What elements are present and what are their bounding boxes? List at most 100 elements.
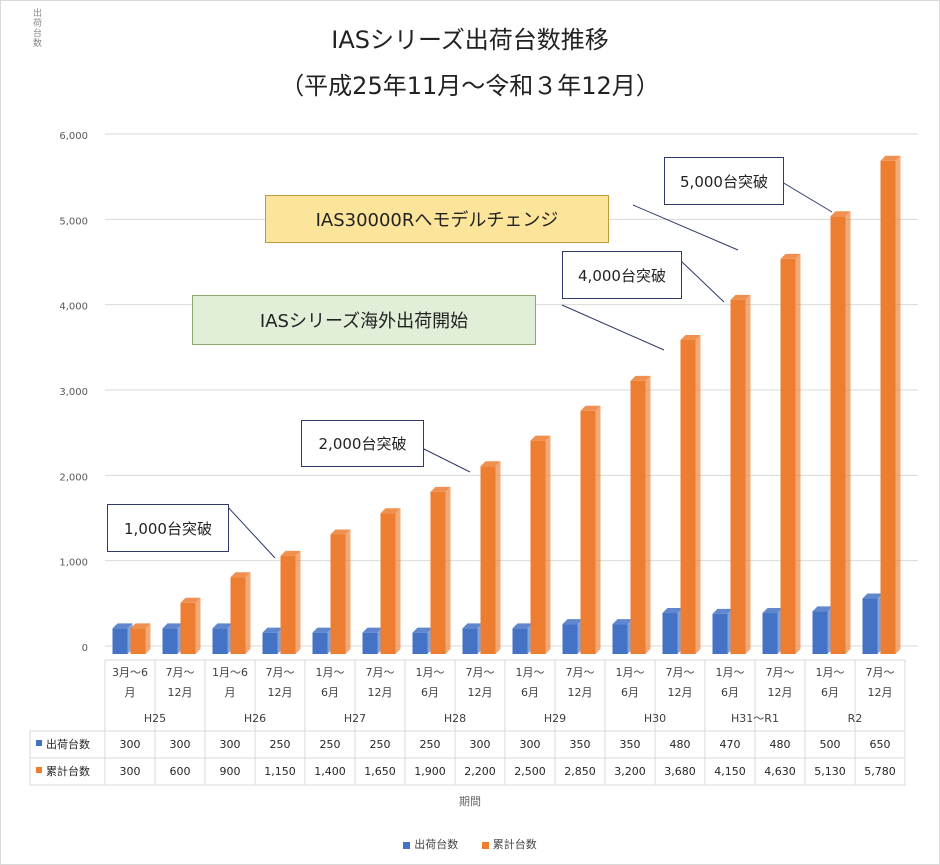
bar-cumulative-top [680, 334, 701, 340]
data-label-cumulative: 1,150 [264, 765, 296, 778]
bar-cumulative-top [780, 253, 801, 259]
bar-cumulative [680, 339, 696, 654]
data-label-shipments: 470 [720, 738, 741, 751]
bar-shipments-top [562, 619, 583, 625]
bar-cumulative-side [345, 529, 351, 654]
table-row-header-cumulative: 累計台数 [46, 764, 90, 778]
bar-shipments-top [212, 623, 233, 629]
y-tick-label: 5,000 [59, 216, 88, 227]
table-swatch-cumulative [36, 767, 42, 773]
bar-cumulative-top [280, 550, 301, 556]
x-category-label: 7月～ [666, 666, 695, 679]
x-category-label: 月 [225, 686, 236, 699]
data-label-cumulative: 2,850 [564, 765, 596, 778]
bar-cumulative-top [330, 529, 351, 535]
chart-title: IASシリーズ出荷台数推移 [331, 26, 609, 54]
bar-cumulative-side [795, 253, 801, 654]
x-category-label: 6月 [321, 686, 339, 699]
data-label-shipments: 500 [820, 738, 841, 751]
x-group-label: H27 [344, 712, 366, 725]
x-category-label: 12月 [768, 686, 793, 699]
legend-item-cumulative: 累計台数 [481, 838, 537, 851]
callout-leader [225, 504, 276, 559]
bar-shipments [362, 632, 378, 654]
data-label-shipments: 350 [620, 738, 641, 751]
bar-cumulative-top [630, 375, 651, 381]
bar-cumulative-top [830, 211, 851, 217]
legend-swatch-shipments [403, 841, 411, 849]
bar-cumulative-top [480, 461, 501, 467]
x-category-label: 1月～ [616, 666, 645, 679]
bar-shipments-top [112, 623, 133, 629]
data-label-cumulative: 900 [220, 765, 241, 778]
data-label-shipments: 300 [120, 738, 141, 751]
x-group-label: H26 [244, 712, 266, 725]
data-label-cumulative: 300 [120, 765, 141, 778]
x-category-label: 3月～6 [112, 666, 148, 679]
bar-cumulative-side [645, 375, 651, 654]
bar-cumulative [380, 513, 396, 654]
x-category-label: 6月 [521, 686, 539, 699]
bar-cumulative [730, 299, 746, 654]
bar-cumulative-top [180, 597, 201, 603]
data-label-shipments: 300 [470, 738, 491, 751]
data-label-shipments: 250 [270, 738, 291, 751]
data-label-shipments: 350 [570, 738, 591, 751]
bar-cumulative-side [445, 486, 451, 654]
bar-shipments [512, 628, 528, 654]
bar-cumulative-side [245, 572, 251, 654]
legend: 出荷台数 累計台数 [0, 836, 940, 852]
table-swatch-shipments [36, 740, 42, 746]
bar-cumulative-top [380, 508, 401, 514]
bar-cumulative [130, 628, 146, 654]
callout-leader [561, 304, 665, 351]
callout-1000: 1,000台突破 [107, 504, 229, 552]
callout-leader [781, 181, 833, 213]
x-group-label: R2 [848, 712, 863, 725]
bar-cumulative [180, 602, 196, 654]
x-category-label: 6月 [621, 686, 639, 699]
bar-shipments-top [712, 608, 733, 614]
bar-shipments [412, 632, 428, 654]
bar-shipments [662, 613, 678, 654]
data-label-cumulative: 5,130 [814, 765, 846, 778]
bar-shipments-top [612, 619, 633, 625]
bar-shipments-top [412, 627, 433, 633]
callout-leader [632, 204, 739, 251]
x-category-label: 月 [125, 686, 136, 699]
data-label-cumulative: 4,630 [764, 765, 796, 778]
y-tick-label: 1,000 [59, 558, 88, 569]
data-label-cumulative: 2,200 [464, 765, 496, 778]
y-tick-label: 2,000 [59, 472, 88, 483]
bar-cumulative-side [195, 597, 201, 654]
bar-shipments-top [462, 623, 483, 629]
x-group-label: H31～R1 [731, 712, 779, 725]
banner-overseas: IASシリーズ海外出荷開始 [192, 295, 536, 345]
data-label-shipments: 650 [870, 738, 891, 751]
x-category-label: 7月～ [166, 666, 195, 679]
x-category-label: 12月 [468, 686, 493, 699]
legend-item-shipments: 出荷台数 [403, 838, 458, 851]
x-category-label: 7月～ [766, 666, 795, 679]
data-label-cumulative: 1,400 [314, 765, 346, 778]
bar-cumulative-side [295, 550, 301, 654]
bar-cumulative-side [395, 508, 401, 654]
bar-cumulative-side [145, 623, 151, 654]
data-label-cumulative: 2,500 [514, 765, 546, 778]
bar-shipments [762, 613, 778, 654]
x-category-label: 7月～ [266, 666, 295, 679]
x-group-label: H30 [644, 712, 666, 725]
table-row-header-shipments: 出荷台数 [46, 737, 90, 751]
data-label-shipments: 250 [420, 738, 441, 751]
callout-2000: 2,000台突破 [301, 420, 424, 467]
bar-shipments-top [662, 608, 683, 614]
data-label-shipments: 300 [170, 738, 191, 751]
x-group-label: H25 [144, 712, 166, 725]
bar-shipments [212, 628, 228, 654]
bar-cumulative-top [530, 435, 551, 441]
x-category-label: 7月～ [366, 666, 395, 679]
data-label-cumulative: 5,780 [864, 765, 896, 778]
x-category-label: 12月 [368, 686, 393, 699]
x-category-label: 1月～6 [212, 666, 248, 679]
bar-shipments-top [762, 608, 783, 614]
